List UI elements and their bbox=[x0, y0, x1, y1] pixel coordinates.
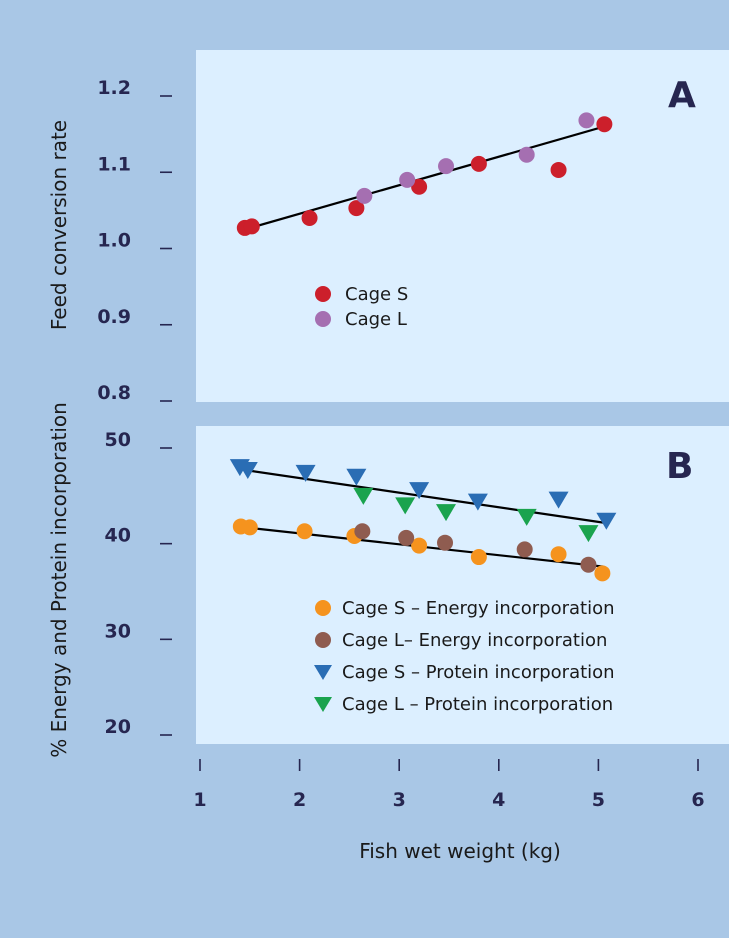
point-b-s3-7 bbox=[548, 491, 569, 509]
legend-label-cage-s-protein-incorporation: Cage S – Protein incorporation bbox=[342, 662, 615, 683]
legend-label-cage-l-protein-incorporation: Cage L – Protein incorporation bbox=[342, 694, 613, 715]
data-points-a bbox=[236, 112, 613, 236]
point-a-s1-2 bbox=[243, 218, 260, 235]
legend-marker-cage-s bbox=[315, 286, 331, 302]
panel-a-background bbox=[196, 50, 729, 402]
legend-marker-cage-s-protein-incorporation bbox=[314, 665, 332, 680]
legend-a: Cage S Cage L bbox=[315, 284, 408, 330]
point-b-s3-2 bbox=[237, 462, 258, 480]
y-tick-label-a-0-9: 0.9 bbox=[97, 306, 131, 328]
point-a-s1-4 bbox=[348, 200, 365, 217]
point-b-s2-2 bbox=[398, 529, 415, 546]
point-b-s1-3 bbox=[296, 523, 313, 540]
point-b-s1-8 bbox=[594, 565, 611, 582]
point-a-s1-5 bbox=[411, 178, 428, 195]
point-a-s2-1 bbox=[356, 187, 373, 204]
point-a-s1-6 bbox=[470, 155, 487, 172]
point-a-s1-8 bbox=[596, 116, 613, 133]
point-a-s2-2 bbox=[399, 171, 416, 188]
point-a-s1-3 bbox=[301, 210, 318, 226]
point-b-s4-2 bbox=[395, 497, 416, 515]
x-tick-label-4: 4 bbox=[492, 789, 505, 811]
legend-marker-cage-l-protein-incorporation bbox=[314, 697, 332, 712]
point-a-s2-5 bbox=[578, 112, 595, 129]
point-b-s2-5 bbox=[580, 556, 597, 573]
y-axis-title-b: % Energy and Protein incorporation bbox=[47, 402, 71, 758]
y-tick-label-b-20: 20 bbox=[105, 716, 131, 738]
legend-marker-cage-l bbox=[315, 311, 331, 327]
point-b-s3-8 bbox=[596, 512, 617, 530]
point-b-s1-7 bbox=[550, 546, 567, 563]
legend-b: Cage S – Energy incorporation Cage L– Ene… bbox=[314, 598, 615, 715]
x-tick-label-3: 3 bbox=[393, 789, 406, 811]
point-a-s2-3 bbox=[438, 158, 455, 175]
point-b-s2-1 bbox=[354, 523, 371, 540]
point-a-s2-4 bbox=[518, 146, 535, 163]
point-b-s3-4 bbox=[346, 468, 367, 486]
panel-a-label: A bbox=[668, 75, 696, 116]
legend-marker-cage-s-energy-incorporation bbox=[315, 600, 331, 616]
x-tick-label-5: 5 bbox=[592, 789, 605, 811]
y-ticks-a: 1.2 1.1 1.0 0.9 0.8 bbox=[97, 77, 172, 404]
y-tick-label-a-1-2: 1.2 bbox=[97, 77, 131, 99]
point-b-s1-6 bbox=[470, 549, 487, 566]
x-tick-label-2: 2 bbox=[293, 789, 306, 811]
point-b-s4-1 bbox=[353, 487, 374, 505]
legend-marker-cage-l-energy-incorporation bbox=[315, 632, 331, 648]
point-b-s4-4 bbox=[516, 508, 537, 526]
y-tick-label-a-0-8: 0.8 bbox=[97, 382, 131, 404]
point-b-s4-3 bbox=[436, 504, 457, 522]
x-ticks: 1 2 3 4 5 6 bbox=[193, 759, 705, 811]
y-tick-label-b-50: 50 bbox=[105, 429, 131, 451]
data-points-b bbox=[229, 459, 617, 582]
point-b-s1-5 bbox=[411, 537, 428, 554]
x-tick-label-6: 6 bbox=[691, 789, 704, 811]
point-b-s4-5 bbox=[578, 525, 599, 543]
point-a-s1-7 bbox=[550, 161, 567, 178]
panel-b-label: B bbox=[666, 446, 693, 487]
point-b-s3-3 bbox=[295, 464, 316, 482]
legend-label-cage-l-energy-incorporation: Cage L– Energy incorporation bbox=[342, 630, 607, 651]
legend-label-cage-s: Cage S bbox=[345, 284, 408, 305]
legend-label-cage-s-energy-incorporation: Cage S – Energy incorporation bbox=[342, 598, 615, 619]
y-tick-label-b-30: 30 bbox=[105, 620, 131, 642]
point-b-s3-5 bbox=[409, 482, 430, 500]
y-tick-label-a-1-0: 1.0 bbox=[97, 230, 131, 252]
point-b-s1-2 bbox=[241, 519, 258, 536]
panel-b-background bbox=[196, 426, 729, 744]
point-b-s3-6 bbox=[467, 493, 488, 511]
y-tick-label-a-1-1: 1.1 bbox=[97, 153, 131, 175]
point-b-s2-4 bbox=[516, 541, 533, 558]
legend-label-cage-l: Cage L bbox=[345, 309, 407, 330]
x-axis-title: Fish wet weight (kg) bbox=[359, 839, 561, 863]
point-b-s2-3 bbox=[437, 534, 454, 551]
y-axis-title-a: Feed conversion rate bbox=[47, 120, 71, 330]
y-ticks-b: 50 40 30 20 bbox=[105, 429, 172, 738]
x-tick-label-1: 1 bbox=[193, 789, 206, 811]
y-tick-label-b-40: 40 bbox=[105, 525, 131, 547]
